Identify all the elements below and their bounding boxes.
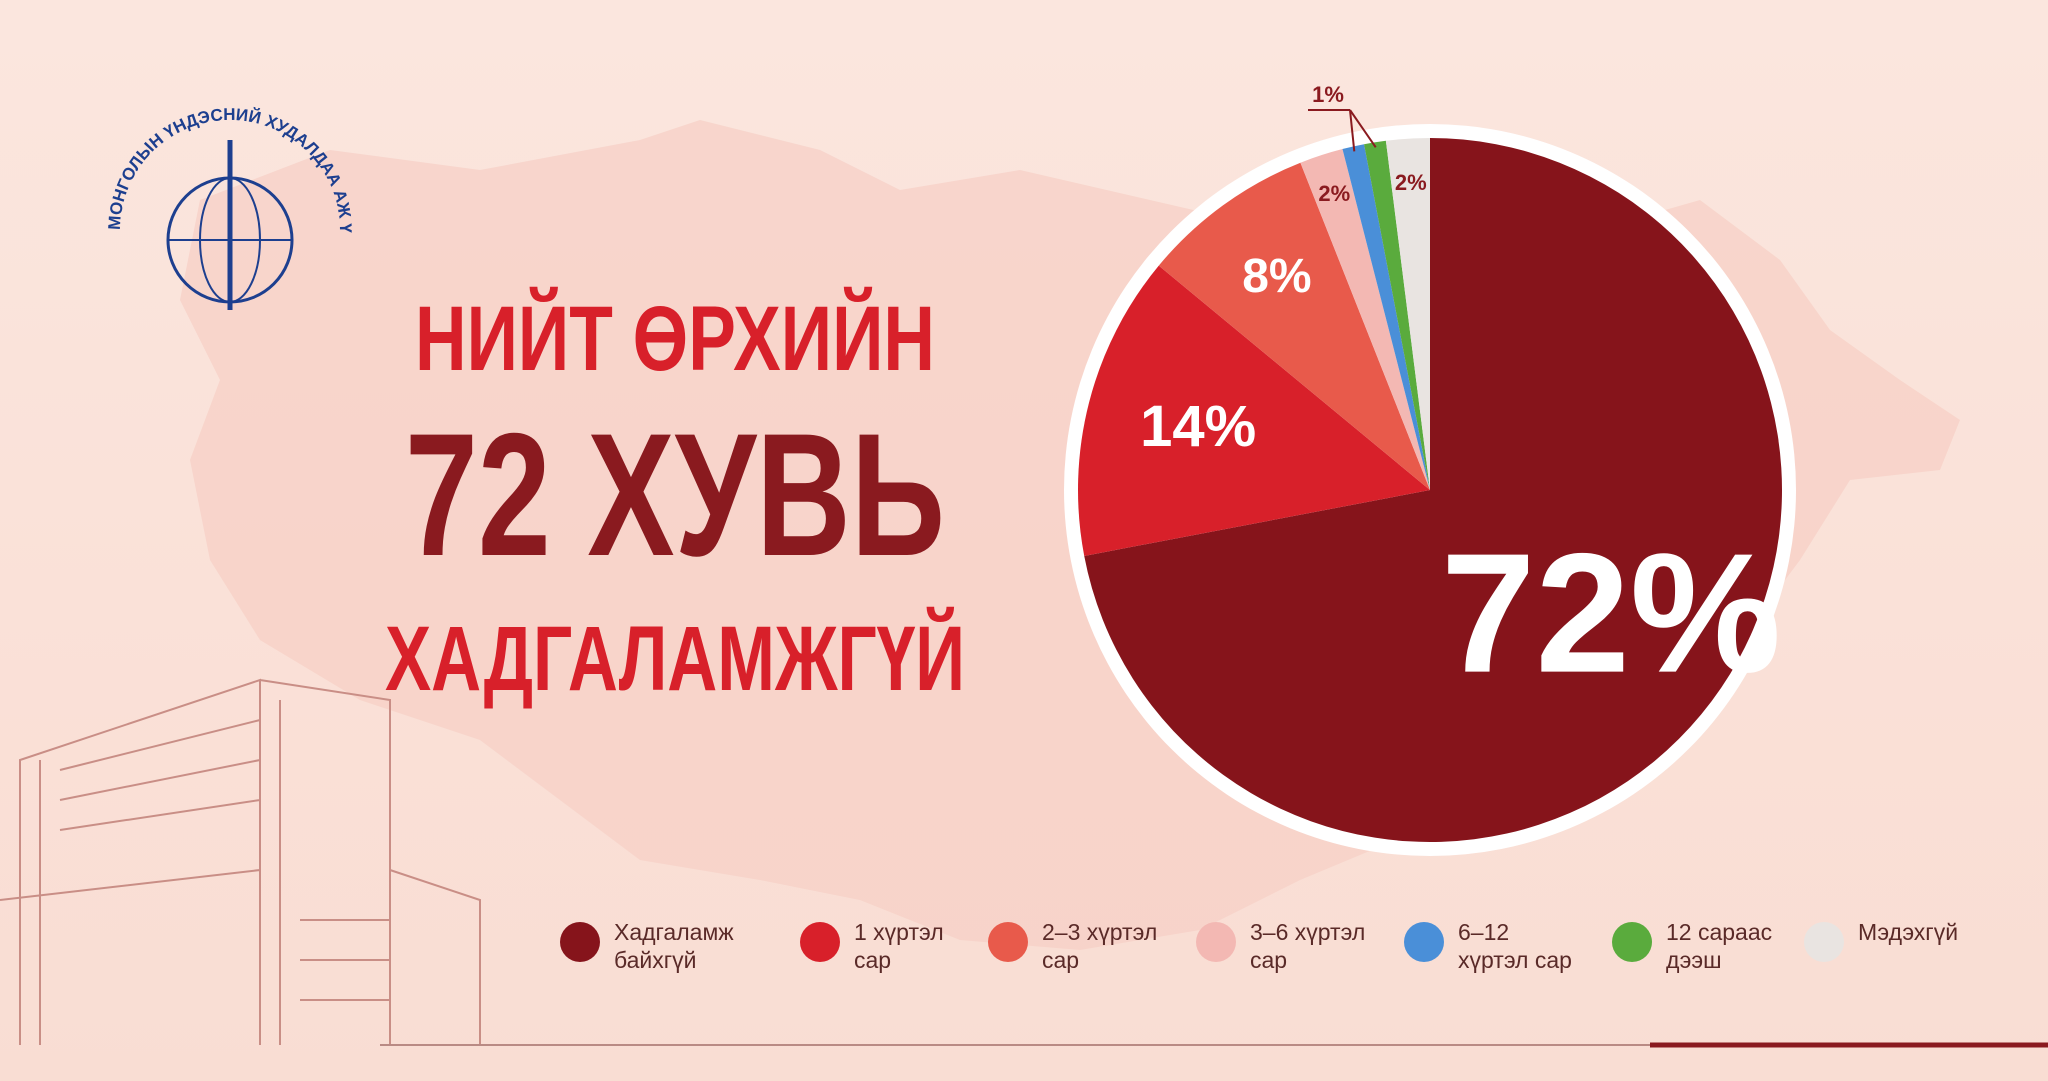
pie-slice xyxy=(1385,138,1430,490)
legend-label: 1 хүртэл сар xyxy=(854,919,944,973)
legend-swatch xyxy=(1196,922,1236,962)
legend-item: Мэдэхгүй xyxy=(1804,918,1978,962)
legend-label: 2–3 хүртэл сар xyxy=(1042,919,1158,973)
pie: 72% 14% 8% 2% 1% 2% xyxy=(1078,82,1782,843)
legend-label: 6–12 хүртэл сар xyxy=(1458,919,1572,973)
legend-label: Мэдэхгүй xyxy=(1858,919,1959,945)
legend-item: 6–12 хүртэл сар xyxy=(1404,918,1578,974)
legend-swatch xyxy=(800,922,840,962)
label-pointer xyxy=(1349,109,1356,152)
legend-label: 12 сараас дээш xyxy=(1666,919,1773,973)
legend-label: Хадгаламж байхгүй xyxy=(614,919,734,973)
legend-swatch xyxy=(1804,922,1844,962)
legend-swatch xyxy=(1404,922,1444,962)
pie-slice xyxy=(1300,149,1430,491)
legend-item: 3–6 хүртэл сар xyxy=(1196,918,1370,974)
data-label: 14% xyxy=(1140,394,1256,459)
pie-slice xyxy=(1078,265,1430,556)
label-pointer xyxy=(1349,109,1377,148)
headline-1: НИЙТ ӨРХИЙН xyxy=(415,286,935,390)
legend-label: 3–6 хүртэл сар xyxy=(1250,919,1366,973)
pie-slice xyxy=(1342,144,1430,490)
legend-item: 12 сараас дээш xyxy=(1612,918,1786,974)
legend-item: Хадгаламж байхгүй xyxy=(560,918,734,974)
pie-slice xyxy=(1158,162,1430,490)
legend-swatch xyxy=(1612,922,1652,962)
headline-3: ХАДГАЛАМЖГҮЙ xyxy=(385,606,965,710)
legend-item: 1 хүртэл сар xyxy=(800,918,974,974)
legend-swatch xyxy=(560,922,600,962)
data-label: 2% xyxy=(1318,181,1350,206)
building-outline xyxy=(0,678,481,1045)
legend-swatch xyxy=(988,922,1028,962)
data-label: 8% xyxy=(1242,250,1311,303)
data-label: 2% xyxy=(1395,170,1427,195)
data-label: 1% xyxy=(1312,82,1344,107)
headline-2: 72 ХУВЬ xyxy=(405,398,945,593)
pie-slice xyxy=(1084,138,1782,843)
data-label: 72% xyxy=(1441,519,1781,709)
pie-slice xyxy=(1364,140,1430,490)
legend-item: 2–3 хүртэл сар xyxy=(988,918,1162,974)
